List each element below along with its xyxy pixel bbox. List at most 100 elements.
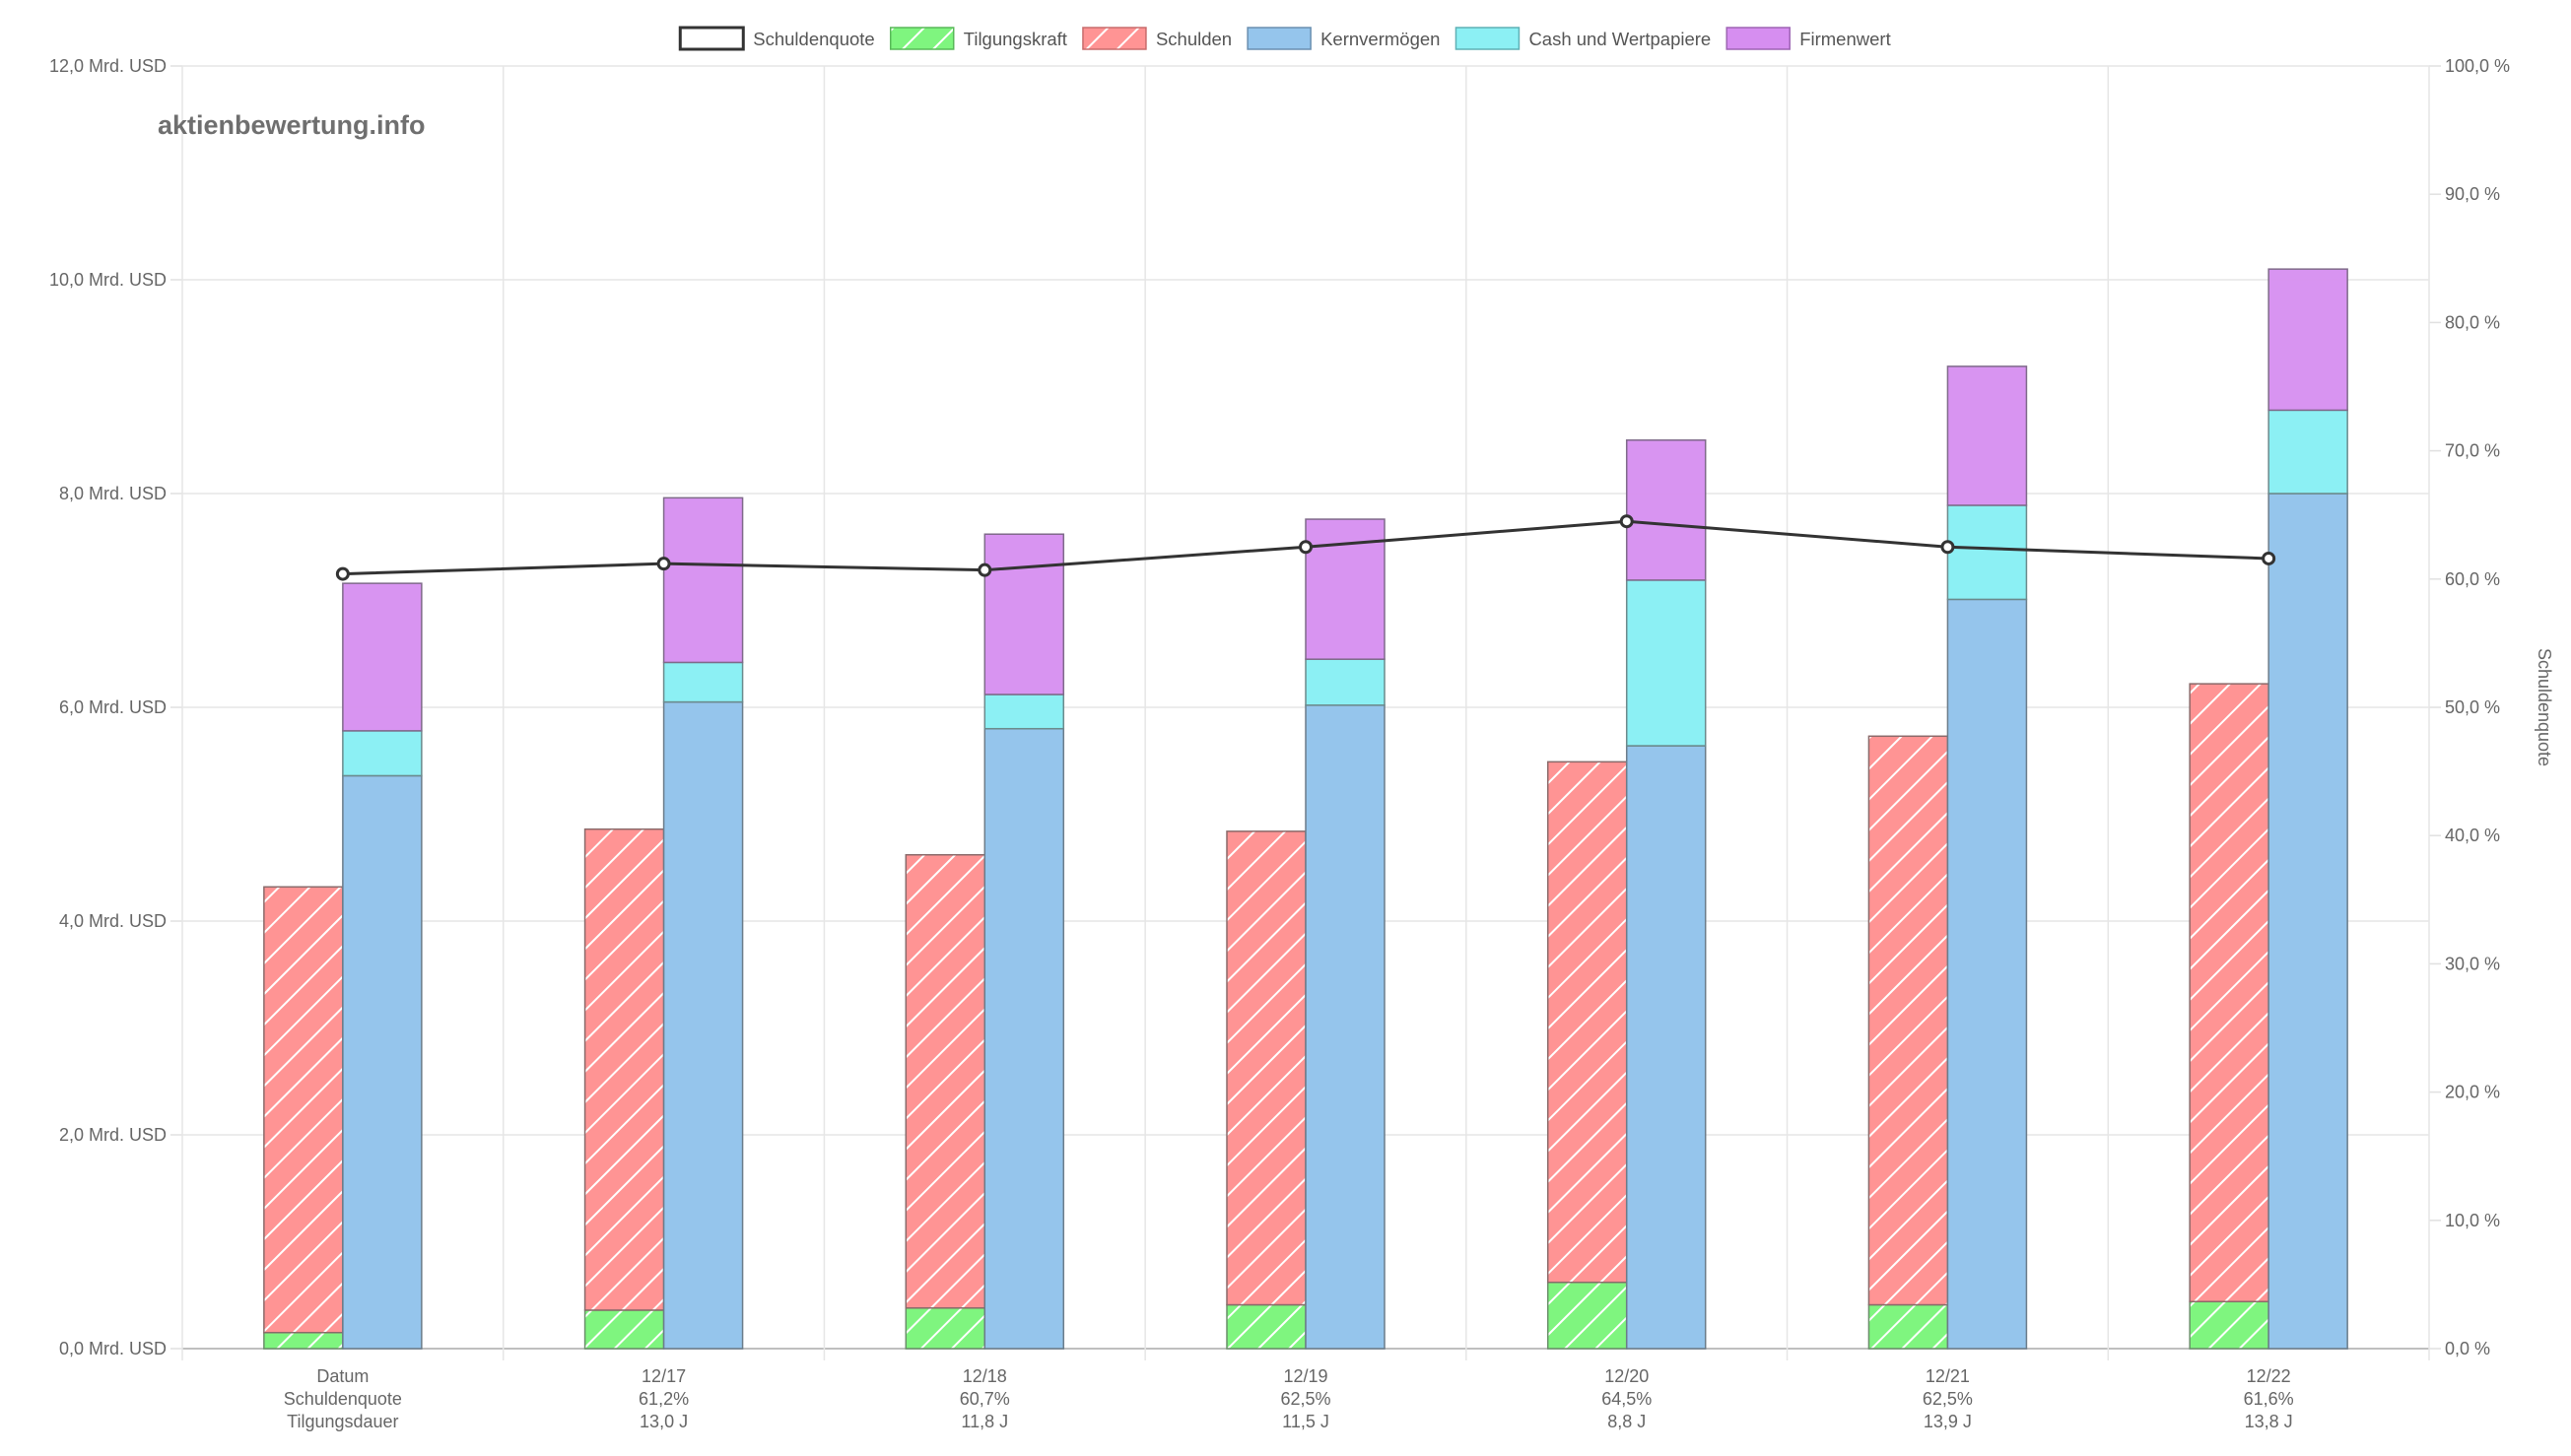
bar-firmenwert-5[interactable]	[1946, 365, 2028, 506]
y-left-tick-label: 8,0 Mrd. USD	[59, 484, 167, 503]
x-tick-label: 12/18	[963, 1366, 1007, 1386]
bar-firmenwert-4[interactable]	[1625, 439, 1707, 581]
legend-label-1[interactable]: Tilgungskraft	[964, 29, 1067, 49]
bar-schulden-6[interactable]	[2189, 683, 2269, 1303]
y-right-tick-label: 90,0 %	[2445, 184, 2500, 204]
point-schuldenquote-6[interactable]	[2262, 551, 2276, 565]
x-tick-sublabel-schuldenquote: 62,5%	[1280, 1389, 1330, 1409]
bar-kernvermögen-6[interactable]	[2267, 493, 2348, 1350]
legend-swatch-1[interactable]	[889, 27, 955, 50]
watermark-logo: aktienbewertung.info	[158, 110, 426, 140]
legend-label-2[interactable]: Schulden	[1156, 29, 1232, 49]
legend[interactable]: Schuldenquote Tilgungskraft Schulden Kernve…	[678, 26, 1891, 51]
x-tick-sublabel-schuldenquote: 60,7%	[960, 1389, 1010, 1409]
y-right-tick-label: 40,0 %	[2445, 826, 2500, 845]
legend-swatch-5[interactable]	[1725, 27, 1791, 50]
bar-cash-und-wertpapiere-2[interactable]	[983, 694, 1065, 730]
x-tick-label: 12/19	[1283, 1366, 1327, 1386]
point-schuldenquote-3[interactable]	[1299, 540, 1313, 555]
bar-cash-und-wertpapiere-3[interactable]	[1305, 658, 1386, 706]
axis-layer: 0,0 Mrd. USD 2,0 Mrd. USD 4,0 Mrd. USD 6,0 …	[49, 56, 2554, 1431]
bar-cash-und-wertpapiere-4[interactable]	[1625, 579, 1707, 747]
bar-cash-und-wertpapiere-0[interactable]	[342, 730, 423, 777]
x-tick-sublabel-tilgungsdauer: 13,9 J	[1924, 1412, 1972, 1431]
legend-swatch-4[interactable]	[1455, 27, 1521, 50]
bar-kernvermögen-5[interactable]	[1946, 598, 2028, 1350]
line-layer	[335, 514, 2276, 581]
bar-kernvermögen-4[interactable]	[1625, 745, 1707, 1350]
legend-swatch-0[interactable]	[678, 26, 745, 51]
x-tick-sublabel-tilgungsdauer: 8,8 J	[1607, 1412, 1646, 1431]
bar-firmenwert-2[interactable]	[983, 533, 1065, 695]
x-tick-label: 12/21	[1926, 1366, 1970, 1386]
point-schuldenquote-4[interactable]	[1619, 514, 1634, 529]
bar-cash-und-wertpapiere-1[interactable]	[662, 661, 744, 703]
bar-schulden-3[interactable]	[1226, 830, 1307, 1306]
bar-kernvermögen-0[interactable]	[342, 774, 423, 1350]
x-tick-sublabel-tilgungsdauer: Tilgungsdauer	[287, 1412, 398, 1431]
y-left-tick-label: 0,0 Mrd. USD	[59, 1339, 167, 1358]
y-left-tick-label: 4,0 Mrd. USD	[59, 911, 167, 931]
x-tick-sublabel-schuldenquote: 61,2%	[639, 1389, 689, 1409]
bar-firmenwert-1[interactable]	[662, 496, 744, 664]
y-right-tick-label: 70,0 %	[2445, 441, 2500, 461]
x-tick-label: Datum	[316, 1366, 369, 1386]
y-right-tick-label: 10,0 %	[2445, 1211, 2500, 1230]
bar-firmenwert-0[interactable]	[342, 582, 423, 732]
bar-kernvermögen-1[interactable]	[662, 700, 744, 1350]
y-right-tick-label: 50,0 %	[2445, 697, 2500, 717]
bar-schulden-1[interactable]	[583, 827, 665, 1311]
x-tick-sublabel-tilgungsdauer: 13,8 J	[2245, 1412, 2293, 1431]
y-right-axis-title: Schuldenquote	[2535, 648, 2554, 766]
point-schuldenquote-1[interactable]	[656, 557, 671, 571]
point-schuldenquote-2[interactable]	[978, 563, 992, 577]
y-left-tick-label: 12,0 Mrd. USD	[49, 56, 167, 76]
x-tick-label: 12/17	[642, 1366, 686, 1386]
bar-schulden-5[interactable]	[1867, 735, 1949, 1306]
bar-kernvermögen-3[interactable]	[1305, 704, 1386, 1350]
bar-tilgungskraft-5[interactable]	[1867, 1303, 1949, 1350]
point-schuldenquote-5[interactable]	[1940, 540, 1955, 555]
bar-firmenwert-6[interactable]	[2267, 268, 2348, 412]
y-right-tick-label: 60,0 %	[2445, 569, 2500, 589]
y-right-tick-label: 100,0 %	[2445, 56, 2510, 76]
x-tick-label: 12/22	[2247, 1366, 2291, 1386]
x-tick-sublabel-tilgungsdauer: 11,5 J	[1282, 1412, 1329, 1431]
bar-tilgungskraft-0[interactable]	[263, 1331, 344, 1350]
y-right-tick-label: 80,0 %	[2445, 312, 2500, 332]
legend-label-3[interactable]: Kernvermögen	[1320, 29, 1440, 49]
legend-swatch-2[interactable]	[1082, 27, 1147, 50]
bar-schulden-4[interactable]	[1546, 761, 1628, 1284]
bar-cash-und-wertpapiere-6[interactable]	[2267, 409, 2348, 495]
y-right-tick-label: 30,0 %	[2445, 954, 2500, 973]
y-right-tick-label: 20,0 %	[2445, 1083, 2500, 1102]
x-tick-sublabel-schuldenquote: Schuldenquote	[284, 1389, 402, 1409]
x-tick-sublabel-tilgungsdauer: 13,0 J	[640, 1412, 688, 1431]
legend-label-0[interactable]: Schuldenquote	[753, 29, 874, 49]
x-tick-label: 12/20	[1604, 1366, 1649, 1386]
x-tick-sublabel-schuldenquote: 61,6%	[2244, 1389, 2294, 1409]
x-tick-sublabel-tilgungsdauer: 11,8 J	[961, 1412, 1008, 1431]
y-left-tick-label: 10,0 Mrd. USD	[49, 270, 167, 290]
point-schuldenquote-0[interactable]	[335, 566, 350, 581]
bars-layer	[263, 268, 2348, 1350]
legend-swatch-3[interactable]	[1247, 27, 1312, 50]
x-tick-sublabel-schuldenquote: 64,5%	[1601, 1389, 1652, 1409]
bar-tilgungskraft-3[interactable]	[1226, 1303, 1307, 1350]
bar-schulden-2[interactable]	[905, 853, 986, 1309]
legend-label-5[interactable]: Firmenwert	[1799, 29, 1891, 49]
y-left-tick-label: 6,0 Mrd. USD	[59, 697, 167, 717]
bar-tilgungskraft-6[interactable]	[2189, 1300, 2269, 1350]
bar-tilgungskraft-4[interactable]	[1546, 1281, 1628, 1350]
bar-tilgungskraft-2[interactable]	[905, 1307, 986, 1350]
bar-cash-und-wertpapiere-5[interactable]	[1946, 504, 2028, 601]
x-tick-sublabel-schuldenquote: 62,5%	[1923, 1389, 1973, 1409]
y-left-tick-label: 2,0 Mrd. USD	[59, 1125, 167, 1145]
y-right-tick-label: 0,0 %	[2445, 1339, 2490, 1358]
bar-tilgungskraft-1[interactable]	[583, 1309, 665, 1350]
bar-kernvermögen-2[interactable]	[983, 727, 1065, 1350]
legend-label-4[interactable]: Cash und Wertpapiere	[1528, 29, 1711, 49]
bar-schulden-0[interactable]	[263, 886, 344, 1334]
